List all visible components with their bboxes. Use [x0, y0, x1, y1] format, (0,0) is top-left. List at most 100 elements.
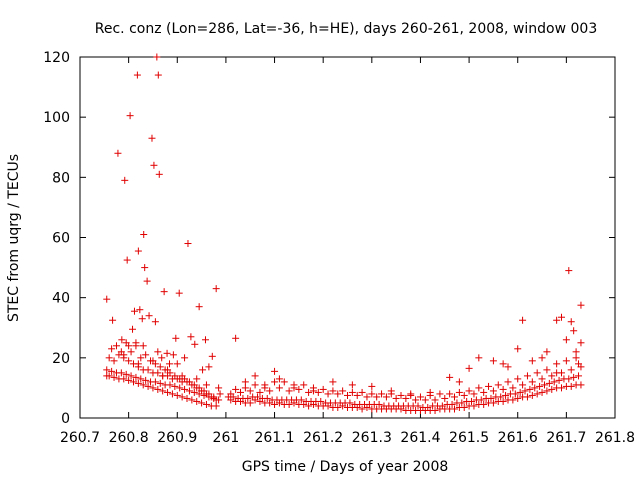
data-point — [565, 267, 573, 275]
data-point — [295, 385, 303, 393]
data-point — [543, 348, 551, 356]
data-point — [477, 396, 485, 404]
data-point — [138, 315, 146, 323]
data-point — [145, 312, 153, 320]
data-point — [470, 390, 478, 398]
data-point — [114, 149, 122, 157]
data-point — [448, 400, 456, 408]
data-point — [168, 390, 176, 398]
data-point — [261, 384, 269, 392]
data-point — [156, 363, 164, 371]
data-point — [171, 382, 179, 390]
data-point — [134, 360, 142, 368]
data-point — [334, 403, 342, 411]
data-point — [148, 134, 156, 142]
data-point — [519, 381, 527, 389]
data-point — [368, 390, 376, 398]
data-point — [132, 373, 140, 381]
data-point — [151, 318, 159, 326]
data-point — [570, 373, 578, 381]
data-point — [208, 352, 216, 360]
data-point — [540, 381, 548, 389]
data-point — [528, 357, 536, 365]
y-tick-label: 120 — [43, 50, 70, 66]
data-point — [438, 402, 446, 410]
data-point — [446, 390, 454, 398]
data-point — [176, 384, 184, 392]
data-point — [531, 384, 539, 392]
data-point — [181, 385, 189, 393]
data-point — [280, 378, 288, 386]
data-point — [516, 388, 524, 396]
data-point — [497, 393, 505, 401]
x-axis-label: GPS time / Days of year 2008 — [242, 459, 449, 475]
data-point — [451, 405, 458, 413]
data-point — [543, 366, 551, 374]
data-point — [175, 289, 183, 297]
data-point — [511, 390, 519, 398]
data-point — [426, 388, 434, 396]
data-point — [502, 391, 510, 399]
data-point — [538, 375, 546, 383]
data-point — [346, 399, 354, 407]
data-point — [191, 340, 199, 348]
data-point — [300, 381, 308, 389]
y-tick-label: 100 — [43, 110, 70, 126]
data-point — [416, 393, 424, 401]
data-point — [487, 394, 495, 402]
data-point — [533, 390, 541, 398]
data-point — [314, 388, 322, 396]
data-point — [158, 354, 166, 362]
data-point — [480, 388, 488, 396]
data-point — [185, 387, 193, 395]
data-point — [130, 378, 137, 386]
data-point — [458, 399, 466, 407]
data-point — [154, 348, 162, 356]
axis-ticks — [79, 56, 616, 419]
data-point — [241, 378, 249, 386]
data-point — [103, 295, 111, 303]
data-point — [195, 384, 203, 392]
chart-title: Rec. conz (Lon=286, Lat=-36, h=HE), days… — [95, 21, 597, 37]
data-point — [577, 381, 585, 389]
y-axis-label: STEC from uqrg / TECUs — [6, 154, 22, 322]
data-point — [436, 390, 444, 398]
data-point — [210, 393, 218, 401]
data-point — [329, 378, 337, 386]
data-point — [358, 388, 366, 396]
data-point — [123, 256, 131, 264]
data-point — [509, 384, 517, 392]
data-point — [305, 402, 313, 410]
data-point — [137, 354, 145, 362]
data-point — [109, 316, 117, 324]
data-point — [178, 372, 186, 380]
data-point — [201, 336, 209, 344]
data-point — [144, 366, 152, 374]
data-point — [149, 357, 157, 365]
data-point — [139, 381, 147, 389]
data-point — [169, 351, 177, 359]
data-point — [108, 345, 116, 353]
data-point — [215, 384, 223, 392]
data-point — [188, 396, 196, 404]
data-point — [105, 372, 113, 380]
data-point — [421, 396, 429, 404]
data-point — [251, 381, 259, 389]
data-point — [130, 307, 138, 315]
data-point — [424, 403, 432, 411]
data-point — [521, 387, 529, 395]
data-point — [184, 240, 192, 248]
data-point — [485, 382, 493, 390]
data-point — [455, 378, 463, 386]
data-point — [181, 354, 189, 362]
data-point — [232, 334, 240, 342]
data-point — [514, 345, 522, 353]
x-tick-label: 261.7 — [546, 430, 586, 446]
data-point — [127, 348, 135, 356]
x-tick-label: 261.5 — [449, 430, 489, 446]
data-point — [263, 394, 271, 402]
y-tick-label: 80 — [52, 170, 70, 186]
data-point — [271, 378, 279, 386]
data-point — [575, 372, 583, 380]
